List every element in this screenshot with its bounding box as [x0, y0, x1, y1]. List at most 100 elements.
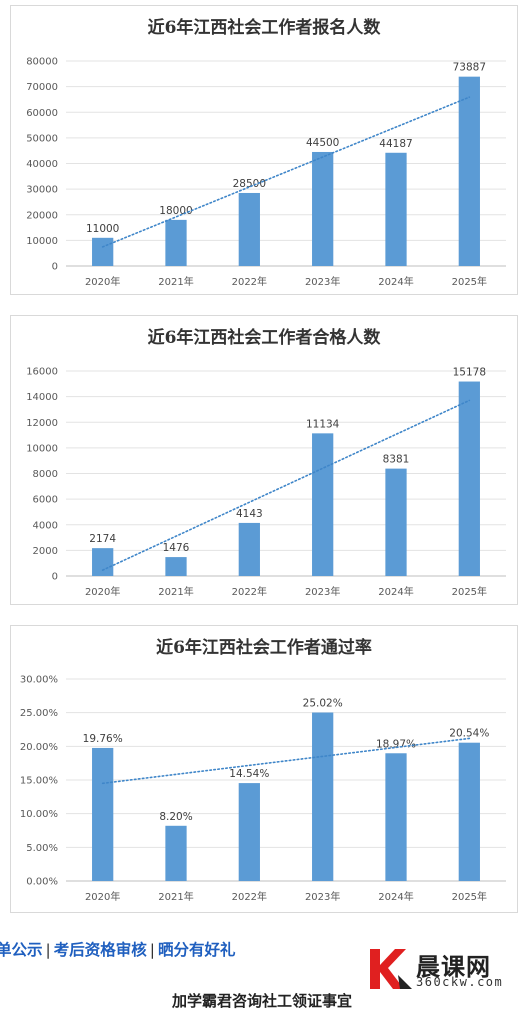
x-tick-label: 2021年 — [158, 275, 193, 288]
data-label: 28500 — [233, 178, 266, 190]
y-tick-label: 70000 — [26, 82, 58, 93]
x-tick-label: 2023年 — [305, 890, 340, 903]
chart-passed-svg: 近6年江西社会工作者合格人数 0 2000 4000 6000 8000 10000 1200… — [26, 327, 506, 598]
chart-applicants-svg: 近6年江西社会工作者报名人数 0 10000 20000 30000 40000 50000… — [26, 17, 506, 288]
x-tick-label: 2025年 — [452, 585, 487, 598]
x-tick-label: 2024年 — [378, 275, 413, 288]
bar — [312, 151, 334, 266]
bar — [238, 522, 260, 576]
data-label: 2174 — [89, 533, 116, 545]
x-tick-label: 2021年 — [158, 585, 193, 598]
y-tick-label: 5.00% — [26, 843, 58, 854]
y-tick-label: 30.00% — [20, 675, 58, 686]
trendline — [101, 737, 471, 785]
y-tick-label: 30000 — [26, 185, 58, 196]
x-tick-label: 2022年 — [232, 585, 267, 598]
x-tick-label: 2022年 — [232, 890, 267, 903]
y-tick-label: 8000 — [33, 469, 58, 480]
x-tick-label: 2022年 — [232, 275, 267, 288]
y-tick-label: 80000 — [26, 57, 58, 68]
chart-title: 近6年江西社会工作者合格人数 — [148, 327, 382, 348]
site-logo[interactable]: 晨课网 360ckw.com — [368, 945, 518, 991]
chart-passed: 近6年江西社会工作者合格人数 0 2000 4000 6000 8000 10000 1200… — [10, 315, 518, 605]
y-tick-label: 15.00% — [20, 776, 58, 787]
footer-link-review[interactable]: 考后资格审核 — [53, 941, 147, 959]
y-tick-label: 2000 — [33, 546, 58, 557]
data-label: 44500 — [306, 137, 339, 149]
x-tick-label: 2023年 — [305, 275, 340, 288]
bar — [92, 548, 114, 576]
data-label: 20.54% — [449, 728, 489, 740]
logo-url: 360ckw.com — [416, 975, 504, 989]
y-tick-label: 0 — [52, 262, 58, 273]
x-tick-label: 2025年 — [452, 275, 487, 288]
bar — [92, 237, 114, 266]
y-tick-label: 40000 — [26, 159, 58, 170]
data-label: 11134 — [306, 418, 340, 430]
x-tick-label: 2020年 — [85, 890, 120, 903]
footer-separator: | — [149, 941, 155, 959]
bar — [385, 468, 407, 576]
trendline — [101, 96, 471, 248]
x-tick-label: 2021年 — [158, 890, 193, 903]
data-label: 14.54% — [229, 768, 269, 780]
chart-title: 近6年江西社会工作者报名人数 — [148, 17, 382, 38]
y-tick-label: 10.00% — [20, 809, 58, 820]
chart-pass-rate-svg: 近6年江西社会工作者通过率 0.00% 5.00% 10.00% 15.00% 20.00… — [20, 637, 506, 903]
bar — [238, 783, 260, 881]
bar — [92, 747, 114, 881]
data-label: 18000 — [159, 205, 192, 217]
footer-link-public[interactable]: 单公示 — [0, 941, 43, 959]
logo-k-icon — [370, 949, 412, 989]
logo-name: 晨课网 — [416, 953, 491, 981]
data-label: 25.02% — [303, 698, 343, 710]
footer-slogan: 加学霸君咨询社工领证事宜 — [171, 992, 352, 1010]
y-tick-label: 10000 — [26, 236, 58, 247]
chart-applicants: 近6年江西社会工作者报名人数 0 10000 20000 30000 40000 50000… — [10, 5, 518, 295]
footer-separator: | — [45, 941, 51, 959]
x-tick-label: 2023年 — [305, 585, 340, 598]
y-tick-label: 10000 — [26, 443, 58, 454]
x-tick-label: 2024年 — [378, 890, 413, 903]
y-tick-label: 60000 — [26, 108, 58, 119]
data-label: 18.97% — [376, 738, 416, 750]
bar — [312, 712, 334, 881]
chart-pass-rate: 近6年江西社会工作者通过率 0.00% 5.00% 10.00% 15.00% 20.00… — [10, 625, 518, 913]
bar — [165, 825, 187, 881]
x-tick-label: 2024年 — [378, 585, 413, 598]
x-tick-label: 2025年 — [452, 890, 487, 903]
y-tick-label: 6000 — [33, 495, 58, 506]
y-tick-label: 0.00% — [26, 877, 58, 888]
x-tick-label: 2020年 — [85, 585, 120, 598]
bar — [165, 219, 187, 266]
data-label: 8.20% — [159, 811, 192, 823]
bar — [385, 753, 407, 881]
footer-link-gift[interactable]: 晒分有好礼 — [158, 941, 236, 959]
y-tick-label: 0 — [52, 572, 58, 583]
chart-title: 近6年江西社会工作者通过率 — [156, 637, 372, 658]
bar — [312, 433, 334, 576]
data-label: 15178 — [453, 367, 486, 379]
y-tick-label: 16000 — [26, 367, 58, 378]
data-label: 8381 — [383, 454, 410, 466]
data-label: 19.76% — [83, 733, 123, 745]
y-tick-label: 4000 — [33, 520, 58, 531]
data-label: 1476 — [163, 542, 190, 554]
y-tick-label: 20.00% — [20, 742, 58, 753]
bar — [385, 152, 407, 266]
data-label: 44187 — [379, 138, 412, 150]
y-tick-label: 20000 — [26, 210, 58, 221]
bar — [238, 192, 260, 266]
bar — [458, 76, 480, 266]
trendline — [101, 399, 471, 571]
bar — [165, 557, 187, 576]
bar — [458, 381, 480, 576]
y-tick-label: 14000 — [26, 392, 58, 403]
data-label: 11000 — [86, 223, 119, 235]
y-tick-label: 50000 — [26, 133, 58, 144]
data-label: 73887 — [453, 62, 486, 74]
y-tick-label: 12000 — [26, 418, 58, 429]
footer-links: 单公示 | 考后资格审核 | 晒分有好礼 — [0, 938, 524, 964]
x-tick-label: 2020年 — [85, 275, 120, 288]
y-tick-label: 25.00% — [20, 708, 58, 719]
